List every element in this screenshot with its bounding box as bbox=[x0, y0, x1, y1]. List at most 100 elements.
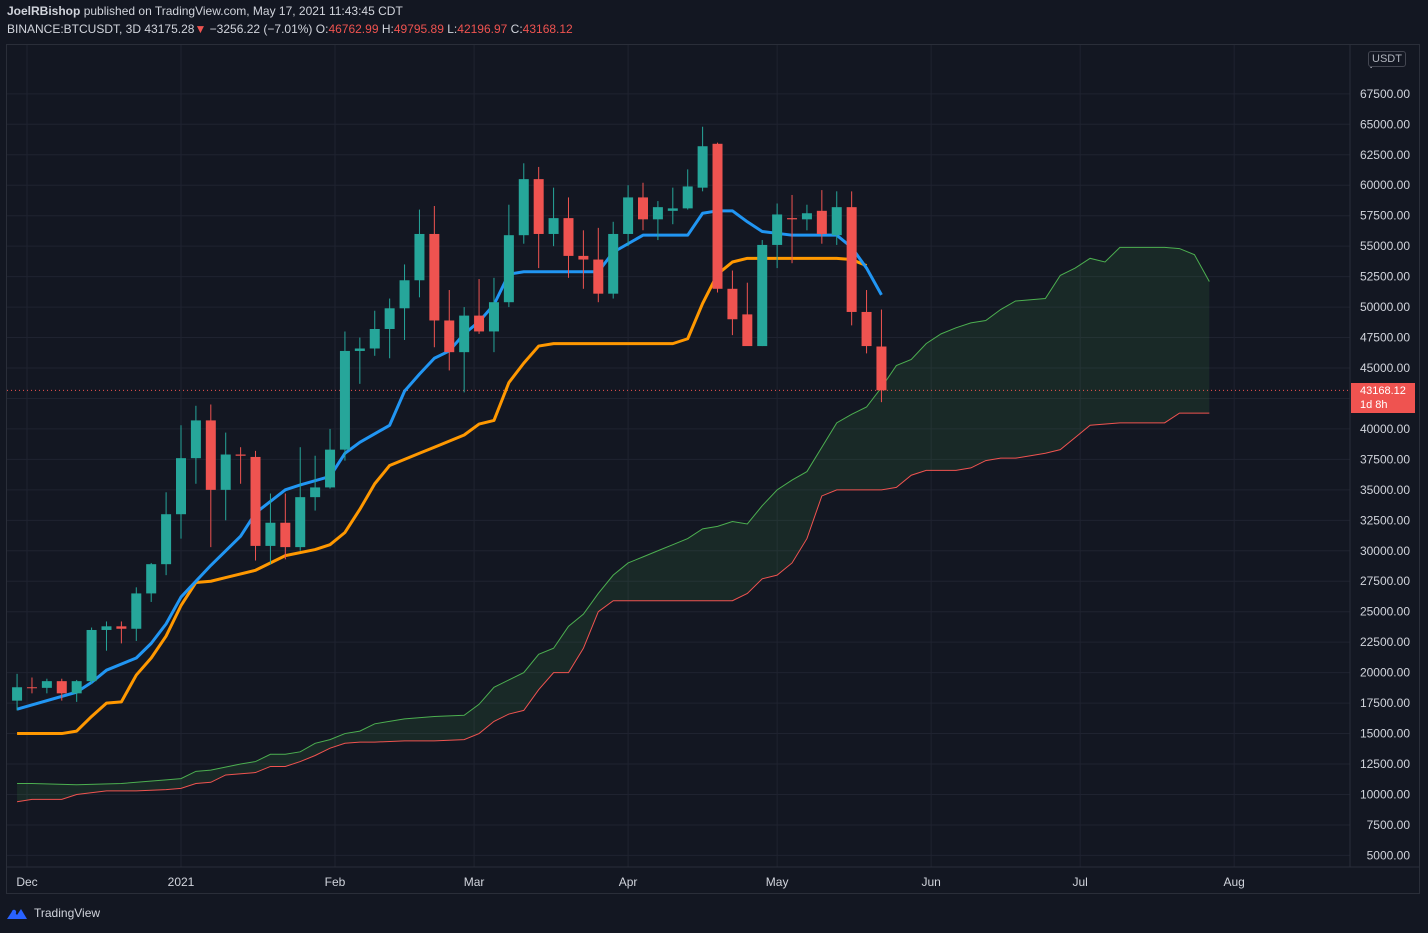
ichimoku-cloud bbox=[7, 246, 1350, 803]
close-label: C: bbox=[510, 22, 523, 36]
candle-body bbox=[876, 346, 887, 391]
candle bbox=[280, 493, 291, 560]
candle-body bbox=[250, 456, 261, 546]
candle bbox=[652, 201, 663, 241]
price-tick-label: 22500.00 bbox=[1360, 635, 1410, 649]
candle bbox=[623, 185, 634, 247]
current-price-tag: 43168.12 1d 8h bbox=[1351, 383, 1415, 413]
candle-body bbox=[384, 308, 395, 330]
price-tick-label: 47500.00 bbox=[1360, 331, 1410, 345]
leading-span-b bbox=[16, 412, 1210, 803]
candle-body bbox=[727, 288, 738, 320]
price-tick-label: 50000.00 bbox=[1360, 300, 1410, 314]
price-tick-label: 12500.00 bbox=[1360, 757, 1410, 771]
candle bbox=[697, 126, 708, 192]
candle-body bbox=[816, 210, 827, 234]
price-tick-label: 57500.00 bbox=[1360, 209, 1410, 223]
price-tick-label: 27500.00 bbox=[1360, 574, 1410, 588]
time-tick-label: Apr bbox=[619, 875, 638, 889]
currency-badge[interactable]: USDT bbox=[1368, 51, 1406, 67]
price-tick-label: 20000.00 bbox=[1360, 666, 1410, 680]
candle-body bbox=[518, 179, 529, 236]
candle-body bbox=[846, 207, 857, 312]
candle bbox=[429, 205, 440, 348]
price-tick-label: 62500.00 bbox=[1360, 148, 1410, 162]
candle-body bbox=[12, 687, 23, 701]
candle bbox=[548, 187, 559, 247]
price-tick-label: 40000.00 bbox=[1360, 422, 1410, 436]
tradingview-brand[interactable]: TradingView bbox=[34, 906, 101, 920]
candle bbox=[861, 290, 872, 354]
candle-body bbox=[578, 255, 589, 260]
candle-body bbox=[26, 687, 37, 689]
open-value: 46762.99 bbox=[328, 22, 379, 36]
candle-body bbox=[354, 348, 365, 351]
conversion-line bbox=[16, 209, 883, 711]
candle bbox=[86, 627, 97, 684]
candle bbox=[41, 678, 52, 694]
chart-header: JoelRBishop published on TradingView.com… bbox=[0, 0, 1428, 44]
candle bbox=[220, 432, 231, 521]
time-tick-label: Jul bbox=[1072, 875, 1087, 889]
low-label: L: bbox=[447, 22, 458, 36]
candle-body bbox=[190, 420, 201, 459]
candle bbox=[116, 621, 127, 644]
candle-body bbox=[310, 487, 321, 498]
price-tick-label: 7500.00 bbox=[1367, 818, 1411, 832]
candle-body bbox=[414, 233, 425, 281]
candle bbox=[354, 337, 365, 384]
candle bbox=[339, 331, 350, 461]
candle bbox=[369, 310, 380, 356]
price-tick-label: 32500.00 bbox=[1360, 513, 1410, 527]
candle-body bbox=[86, 629, 97, 682]
candle-body bbox=[131, 593, 142, 629]
candle-body bbox=[41, 681, 52, 688]
candle-body bbox=[339, 350, 350, 450]
price-tick-label: 37500.00 bbox=[1360, 452, 1410, 466]
time-tick-label: Jun bbox=[921, 875, 940, 889]
candle bbox=[503, 204, 514, 308]
candle-body bbox=[265, 522, 276, 546]
price-tick-label: 25000.00 bbox=[1360, 605, 1410, 619]
candle bbox=[176, 425, 186, 539]
candle-body bbox=[325, 449, 336, 488]
candle bbox=[831, 191, 842, 245]
candle bbox=[727, 270, 738, 336]
candle bbox=[757, 240, 768, 347]
candle bbox=[414, 209, 425, 298]
candle bbox=[101, 621, 112, 651]
candle bbox=[384, 298, 395, 359]
time-tick-label: May bbox=[766, 875, 789, 889]
candle bbox=[399, 264, 410, 340]
candle-body bbox=[71, 681, 82, 694]
candle bbox=[190, 405, 201, 484]
last-price: 43175.28 bbox=[144, 22, 195, 36]
candle-body bbox=[235, 454, 246, 456]
author-name[interactable]: JoelRBishop bbox=[7, 4, 81, 18]
price-tick-label: 15000.00 bbox=[1360, 727, 1410, 741]
candle bbox=[325, 428, 336, 489]
candle bbox=[310, 455, 321, 511]
price-tick-label: 10000.00 bbox=[1360, 787, 1410, 801]
candle bbox=[816, 190, 827, 244]
price-tick-label: 5000.00 bbox=[1367, 848, 1411, 862]
price-tick-label: 35000.00 bbox=[1360, 483, 1410, 497]
grid bbox=[7, 45, 1420, 868]
publish-line: JoelRBishop published on TradingView.com… bbox=[7, 4, 403, 18]
open-label: O: bbox=[315, 22, 329, 36]
candle-countdown: 1d 8h bbox=[1360, 399, 1388, 411]
candle bbox=[638, 182, 648, 231]
symbol-label[interactable]: BINANCE:BTCUSDT, 3D bbox=[7, 22, 142, 36]
time-tick-label: Feb bbox=[325, 875, 346, 889]
candle-body bbox=[429, 233, 440, 321]
candle bbox=[742, 282, 753, 347]
base-line bbox=[17, 256, 868, 736]
time-tick-label: 2021 bbox=[168, 875, 195, 889]
price-tick-label: 67500.00 bbox=[1360, 87, 1410, 101]
candle bbox=[71, 679, 82, 702]
candle-body bbox=[56, 681, 67, 694]
candle-body bbox=[116, 626, 127, 629]
tradingview-logo-icon[interactable] bbox=[6, 906, 28, 920]
candle-body bbox=[608, 233, 619, 294]
